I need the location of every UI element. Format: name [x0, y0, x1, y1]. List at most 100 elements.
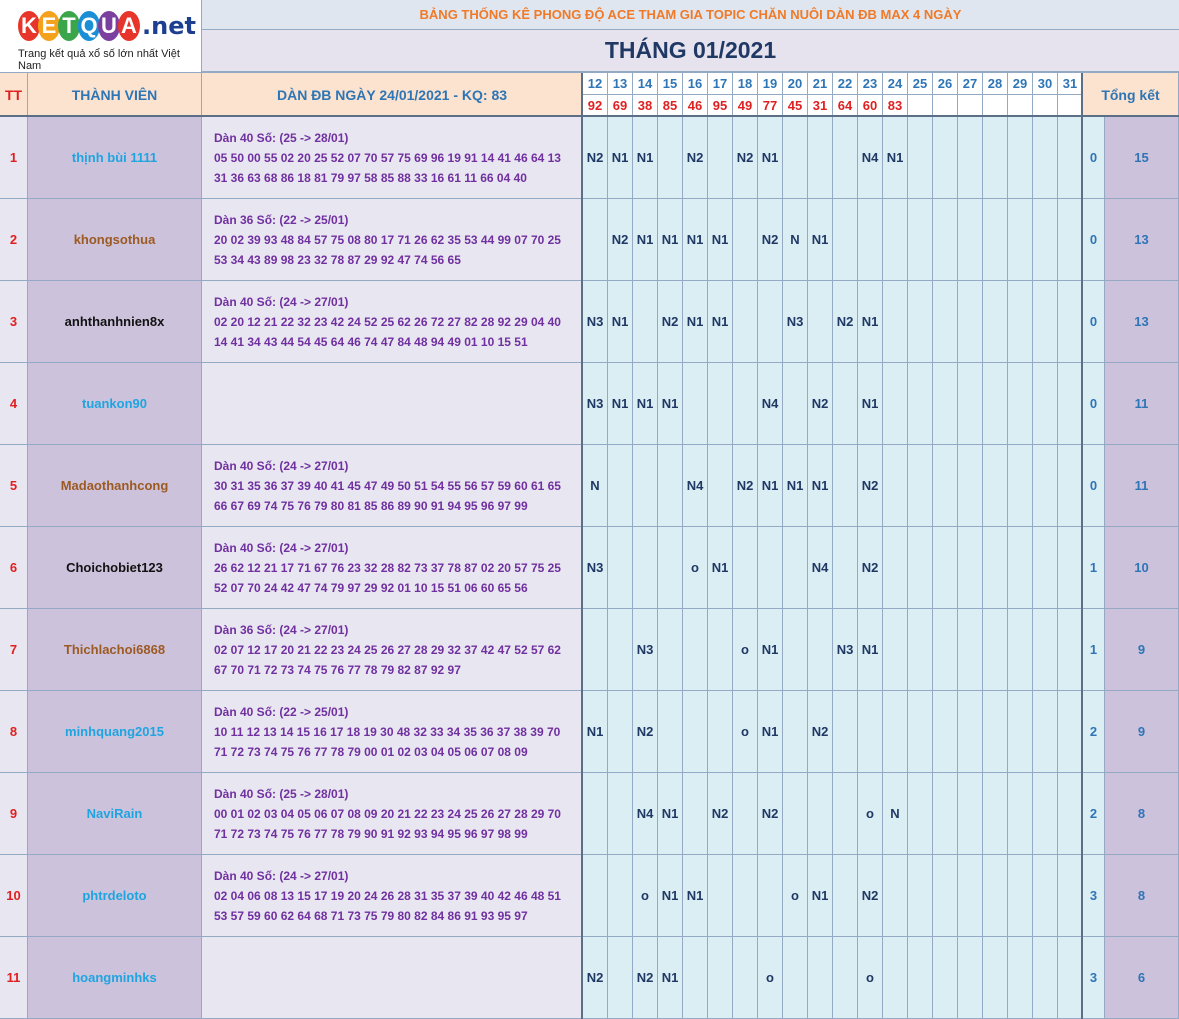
hit-cell [683, 363, 708, 445]
hit-cell: N2 [833, 281, 858, 363]
hit-cell [933, 691, 958, 773]
member-name[interactable]: hoangminhks [28, 937, 202, 1019]
hit-cell [958, 527, 983, 609]
day-header[interactable]: 14 [633, 73, 658, 95]
day-result: 31 [808, 95, 833, 117]
hit-cell [683, 609, 708, 691]
dan-numbers [202, 363, 583, 445]
day-header[interactable]: 12 [583, 73, 608, 95]
hit-cell [808, 117, 833, 199]
member-name[interactable]: phtrdeloto [28, 855, 202, 937]
row-rank: 3 [0, 281, 28, 363]
site-logo[interactable]: K E T Q U A .net Trang kết quả xổ số lớn nhất … [0, 0, 202, 73]
hit-cell [1058, 691, 1083, 773]
row-total: 15 [1105, 117, 1179, 199]
hit-cell [958, 445, 983, 527]
day-header[interactable]: 30 [1033, 73, 1058, 95]
hit-cell [983, 937, 1008, 1019]
day-result: 69 [608, 95, 633, 117]
row-rank: 1 [0, 117, 28, 199]
day-header[interactable]: 25 [908, 73, 933, 95]
day-header[interactable]: 16 [683, 73, 708, 95]
day-header[interactable]: 31 [1058, 73, 1083, 95]
hit-cell: N1 [758, 445, 783, 527]
member-name[interactable]: minhquang2015 [28, 691, 202, 773]
hit-cell: N1 [708, 199, 733, 281]
dan-line: 00 01 02 03 04 05 06 07 08 09 20 21 22 2… [214, 806, 561, 821]
member-name[interactable]: Madaothanhcong [28, 445, 202, 527]
row-sub-count: 0 [1083, 363, 1105, 445]
day-header[interactable]: 24 [883, 73, 908, 95]
row-total: 8 [1105, 855, 1179, 937]
dan-line: 10 11 12 13 14 15 16 17 18 19 30 48 32 3… [214, 724, 561, 739]
dan-line: 53 34 43 89 98 23 32 78 87 29 92 47 74 5… [214, 252, 461, 267]
hit-cell: N2 [633, 691, 658, 773]
day-header[interactable]: 15 [658, 73, 683, 95]
dan-title: Dàn 40 Số: (24 -> 27/01) [214, 540, 349, 555]
hit-cell [1008, 609, 1033, 691]
hit-cell [1008, 117, 1033, 199]
dan-line: 02 04 06 08 13 15 17 19 20 24 26 28 31 3… [214, 888, 561, 903]
hit-cell [983, 609, 1008, 691]
hit-cell [708, 363, 733, 445]
day-header[interactable]: 23 [858, 73, 883, 95]
hit-cell [683, 773, 708, 855]
day-result [958, 95, 983, 117]
day-header[interactable]: 18 [733, 73, 758, 95]
dan-numbers: Dàn 40 Số: (22 -> 25/01) 10 11 12 13 14 1… [202, 691, 583, 773]
dan-numbers: Dàn 40 Số: (24 -> 27/01) 02 20 12 21 22 3… [202, 281, 583, 363]
row-rank: 5 [0, 445, 28, 527]
dan-title: Dàn 40 Số: (25 -> 28/01) [214, 786, 349, 801]
dan-title: Dàn 40 Số: (24 -> 27/01) [214, 458, 349, 473]
hit-cell: N1 [758, 117, 783, 199]
day-header[interactable]: 21 [808, 73, 833, 95]
hit-cell: N1 [633, 363, 658, 445]
day-header[interactable]: 29 [1008, 73, 1033, 95]
hit-cell: N1 [808, 855, 833, 937]
hit-cell [733, 363, 758, 445]
hit-cell [908, 281, 933, 363]
header-member[interactable]: THÀNH VIÊN [28, 73, 202, 117]
member-name[interactable]: tuankon90 [28, 363, 202, 445]
hit-cell [1058, 281, 1083, 363]
hit-cell [933, 445, 958, 527]
logo-letter: A [118, 11, 140, 41]
member-name[interactable]: khongsothua [28, 199, 202, 281]
day-header[interactable]: 26 [933, 73, 958, 95]
dan-line: 71 72 73 74 75 76 77 78 79 90 91 92 93 9… [214, 826, 528, 841]
member-name[interactable]: NaviRain [28, 773, 202, 855]
hit-cell [833, 937, 858, 1019]
hit-cell [833, 855, 858, 937]
row-rank: 7 [0, 609, 28, 691]
day-header[interactable]: 17 [708, 73, 733, 95]
hit-cell [933, 117, 958, 199]
hit-cell [1033, 691, 1058, 773]
day-header[interactable]: 28 [983, 73, 1008, 95]
row-sub-count: 0 [1083, 445, 1105, 527]
hit-cell [908, 691, 933, 773]
member-name[interactable]: anhthanhnien8x [28, 281, 202, 363]
member-name[interactable]: Thichlachoi6868 [28, 609, 202, 691]
member-name[interactable]: Choichobiet123 [28, 527, 202, 609]
header-summary[interactable]: Tổng kết [1083, 73, 1179, 117]
row-sub-count: 0 [1083, 281, 1105, 363]
hit-cell: N1 [658, 937, 683, 1019]
hit-cell: o [858, 773, 883, 855]
hit-cell: N2 [608, 199, 633, 281]
day-header[interactable]: 19 [758, 73, 783, 95]
hit-cell [958, 199, 983, 281]
hit-cell: N2 [758, 773, 783, 855]
hit-cell: o [733, 691, 758, 773]
hit-cell [858, 691, 883, 773]
hit-cell: N4 [683, 445, 708, 527]
hit-cell [608, 691, 633, 773]
day-header[interactable]: 13 [608, 73, 633, 95]
hit-cell [1008, 281, 1033, 363]
day-header[interactable]: 27 [958, 73, 983, 95]
member-name[interactable]: thịnh bùi 1111 [28, 117, 202, 199]
dan-line: 71 72 73 74 75 76 77 78 79 00 01 02 03 0… [214, 744, 528, 759]
day-header[interactable]: 20 [783, 73, 808, 95]
day-header[interactable]: 22 [833, 73, 858, 95]
hit-cell [633, 527, 658, 609]
hit-cell [983, 773, 1008, 855]
